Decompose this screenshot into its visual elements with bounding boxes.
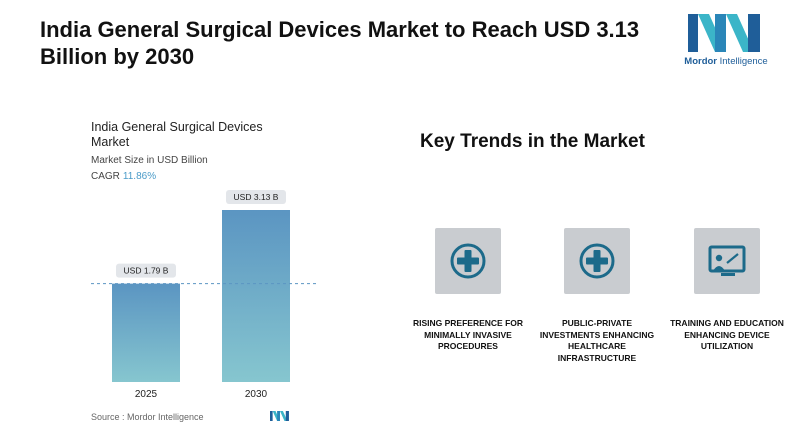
source-logo-icon xyxy=(270,411,289,421)
chart-cagr: CAGR 11.86% xyxy=(91,171,156,182)
bar-2025 xyxy=(112,283,180,382)
key-trends-heading: Key Trends in the Market xyxy=(420,131,645,152)
logo-wordmark: Mordor Intelligence xyxy=(684,56,768,67)
medical-cross-icon xyxy=(579,243,615,279)
trend-icon-box xyxy=(564,228,630,294)
data-label-box xyxy=(226,190,286,204)
data-label: USD 3.13 B xyxy=(234,192,279,202)
chart-source: Source : Mordor Intelligence xyxy=(91,412,204,422)
logo-mark-icon xyxy=(688,14,760,52)
cagr-label: CAGR xyxy=(91,171,120,182)
trend-icon-box xyxy=(694,228,760,294)
presentation-board-icon xyxy=(708,245,746,276)
x-tick-label: 2025 xyxy=(135,389,158,400)
data-label-box xyxy=(116,263,176,278)
page-headline: India General Surgical Devices Market to… xyxy=(40,17,640,69)
chart-title: India General Surgical Devices Market xyxy=(91,120,263,149)
bar-2030 xyxy=(222,210,290,382)
medical-cross-icon xyxy=(450,243,486,279)
x-tick-label: 2030 xyxy=(245,389,268,400)
mordor-intelligence-logo: Mordor Intelligence xyxy=(676,12,776,67)
market-size-bar-chart: USD 1.79 B 2025 USD 3.13 B 2030 xyxy=(91,190,316,400)
trend-label: TRAINING AND EDUCATION ENHANCING DEVICE … xyxy=(670,318,784,351)
trend-label: PUBLIC-PRIVATE INVESTMENTS ENHANCING HEA… xyxy=(539,318,655,363)
chart-subtitle: Market Size in USD Billion xyxy=(91,155,208,166)
data-label: USD 1.79 B xyxy=(124,266,169,276)
trend-icon-box xyxy=(435,228,501,294)
trend-label: RISING PREFERENCE FOR MINIMALLY INVASIVE… xyxy=(412,318,524,351)
cagr-value: 11.86% xyxy=(122,171,157,182)
